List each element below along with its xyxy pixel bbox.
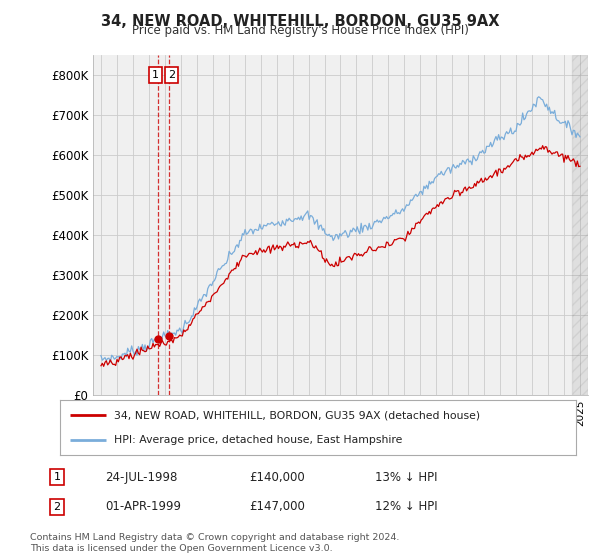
Text: Price paid vs. HM Land Registry's House Price Index (HPI): Price paid vs. HM Land Registry's House … [131,24,469,37]
Bar [572,55,588,395]
Text: 24-JUL-1998: 24-JUL-1998 [105,470,178,484]
Text: 34, NEW ROAD, WHITEHILL, BORDON, GU35 9AX (detached house): 34, NEW ROAD, WHITEHILL, BORDON, GU35 9A… [114,410,481,420]
Text: 34, NEW ROAD, WHITEHILL, BORDON, GU35 9AX: 34, NEW ROAD, WHITEHILL, BORDON, GU35 9A… [101,14,499,29]
Text: 1: 1 [152,70,159,80]
Text: £140,000: £140,000 [249,470,305,484]
Text: Contains HM Land Registry data © Crown copyright and database right 2024.
This d: Contains HM Land Registry data © Crown c… [30,533,400,553]
Text: 2: 2 [167,70,175,80]
Text: 1: 1 [53,472,61,482]
Text: 01-APR-1999: 01-APR-1999 [105,500,181,514]
Text: HPI: Average price, detached house, East Hampshire: HPI: Average price, detached house, East… [114,436,403,445]
Text: 2: 2 [53,502,61,512]
Text: 12% ↓ HPI: 12% ↓ HPI [375,500,437,514]
Text: 13% ↓ HPI: 13% ↓ HPI [375,470,437,484]
Text: £147,000: £147,000 [249,500,305,514]
